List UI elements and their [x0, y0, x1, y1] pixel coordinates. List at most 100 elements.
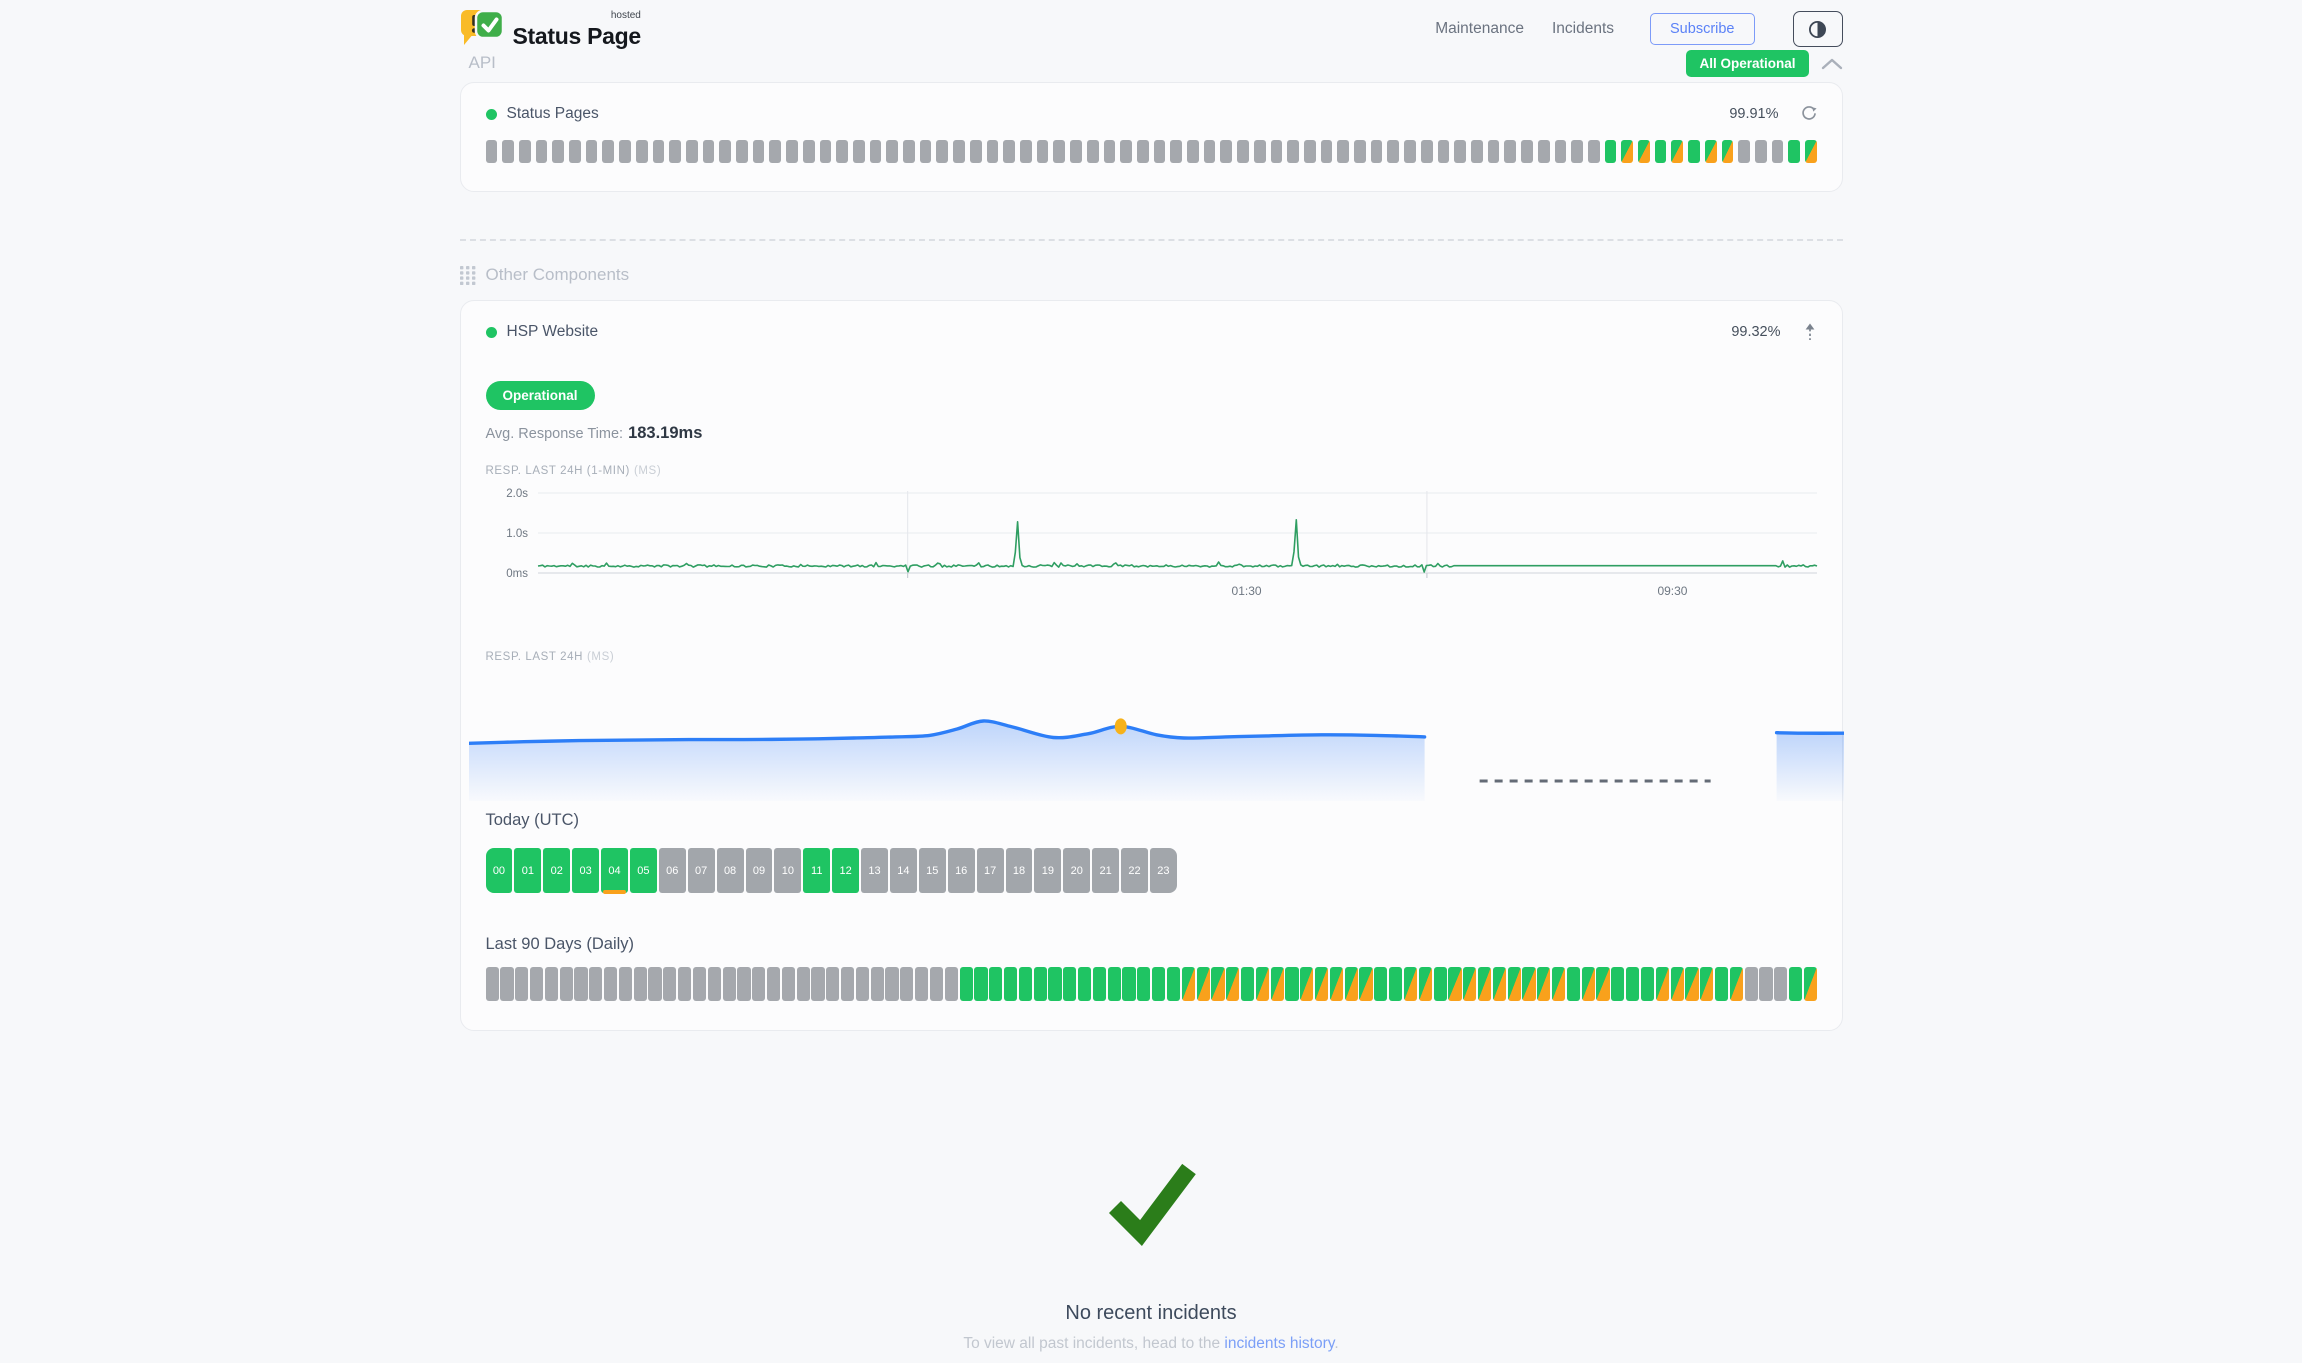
uptime-bar[interactable]	[485, 140, 498, 163]
daily-uptime-bar[interactable]	[589, 967, 603, 1001]
daily-uptime-bar[interactable]	[766, 967, 781, 1001]
daily-uptime-bar[interactable]	[500, 967, 514, 1001]
daily-uptime-bar[interactable]	[485, 967, 499, 1001]
daily-uptime-bar[interactable]	[1122, 967, 1136, 1001]
daily-uptime-bar[interactable]	[618, 967, 633, 1001]
uptime-bar[interactable]	[1504, 140, 1517, 163]
uptime-bar[interactable]	[702, 140, 715, 163]
daily-uptime-bar[interactable]	[1507, 967, 1521, 1001]
uptime-bar[interactable]	[886, 140, 899, 163]
daily-uptime-bar[interactable]	[544, 967, 558, 1001]
daily-uptime-bar[interactable]	[826, 967, 840, 1001]
incidents-history-link[interactable]: incidents history	[1224, 1335, 1335, 1352]
daily-uptime-bar[interactable]	[1315, 967, 1329, 1001]
uptime-bar[interactable]	[1220, 140, 1233, 163]
uptime-bar[interactable]	[986, 140, 999, 163]
uptime-bar[interactable]	[635, 140, 648, 163]
daily-uptime-bar[interactable]	[989, 967, 1003, 1001]
uptime-bar[interactable]	[1303, 140, 1316, 163]
uptime-bar[interactable]	[1571, 140, 1583, 163]
daily-uptime-bar[interactable]	[1137, 967, 1151, 1001]
daily-uptime-bar[interactable]	[1285, 967, 1299, 1001]
uptime-bar[interactable]	[1470, 140, 1483, 163]
uptime-bar[interactable]	[1554, 140, 1567, 163]
uptime-bar[interactable]	[1337, 140, 1350, 163]
daily-uptime-bar[interactable]	[959, 967, 973, 1001]
uptime-bar[interactable]	[1287, 140, 1299, 163]
hour-box-05[interactable]: 05	[629, 848, 657, 893]
daily-uptime-bar[interactable]	[1107, 967, 1121, 1001]
hour-box-23[interactable]: 23	[1149, 848, 1177, 893]
daily-uptime-bar[interactable]	[1626, 967, 1640, 1001]
daily-uptime-bar[interactable]	[1092, 967, 1107, 1001]
uptime-bar[interactable]	[1671, 140, 1684, 163]
daily-uptime-bar[interactable]	[1181, 967, 1195, 1001]
daily-uptime-bar[interactable]	[1492, 967, 1506, 1001]
uptime-bar[interactable]	[1604, 140, 1617, 163]
daily-uptime-bar[interactable]	[1774, 967, 1788, 1001]
uptime-bar[interactable]	[1587, 140, 1600, 163]
uptime-bar[interactable]	[1621, 140, 1634, 163]
uptime-bar[interactable]	[1120, 140, 1132, 163]
uptime-bar[interactable]	[1404, 140, 1416, 163]
hour-box-00[interactable]: 00	[485, 848, 513, 893]
daily-uptime-bar[interactable]	[1270, 967, 1284, 1001]
daily-uptime-bar[interactable]	[915, 967, 929, 1001]
hour-box-21[interactable]: 21	[1092, 848, 1120, 893]
daily-uptime-bar[interactable]	[1433, 967, 1447, 1001]
nav-incidents[interactable]: Incidents	[1551, 20, 1615, 37]
hour-box-13[interactable]: 13	[861, 848, 888, 893]
daily-uptime-bar[interactable]	[1240, 967, 1255, 1001]
daily-uptime-bar[interactable]	[1537, 967, 1551, 1001]
daily-uptime-bar[interactable]	[1078, 967, 1092, 1001]
daily-uptime-bar[interactable]	[1196, 967, 1210, 1001]
daily-uptime-bar[interactable]	[515, 967, 529, 1001]
hour-box-04[interactable]: 04	[601, 848, 628, 894]
daily-uptime-bar[interactable]	[1329, 967, 1344, 1001]
uptime-bar[interactable]	[1086, 140, 1099, 163]
daily-uptime-bar[interactable]	[1418, 967, 1432, 1001]
uptime-bar[interactable]	[602, 140, 615, 163]
daily-uptime-bar[interactable]	[1403, 967, 1418, 1001]
hour-box-15[interactable]: 15	[918, 848, 946, 893]
uptime-bar[interactable]	[1003, 140, 1015, 163]
uptime-bar[interactable]	[869, 140, 882, 163]
uptime-bar[interactable]	[1320, 140, 1333, 163]
theme-toggle-button[interactable]	[1792, 11, 1843, 47]
uptime-bar[interactable]	[1805, 140, 1817, 163]
daily-uptime-bar[interactable]	[1700, 967, 1714, 1001]
daily-uptime-bar[interactable]	[781, 967, 795, 1001]
hour-box-14[interactable]: 14	[889, 848, 917, 893]
daily-uptime-bar[interactable]	[1226, 967, 1240, 1001]
daily-uptime-bar[interactable]	[1359, 967, 1373, 1001]
daily-uptime-bar[interactable]	[1552, 967, 1566, 1001]
uptime-bar[interactable]	[752, 140, 765, 163]
daily-uptime-bar[interactable]	[944, 967, 958, 1001]
daily-uptime-bar[interactable]	[1611, 967, 1625, 1001]
uptime-bar[interactable]	[1170, 140, 1183, 163]
daily-uptime-bar[interactable]	[1018, 967, 1032, 1001]
daily-uptime-bar[interactable]	[855, 967, 870, 1001]
uptime-bar[interactable]	[719, 140, 732, 163]
hour-box-08[interactable]: 08	[716, 848, 744, 893]
daily-uptime-bar[interactable]	[648, 967, 662, 1001]
daily-uptime-bar[interactable]	[1152, 967, 1166, 1001]
daily-uptime-bar[interactable]	[885, 967, 899, 1001]
uptime-bar[interactable]	[652, 140, 665, 163]
daily-uptime-bar[interactable]	[692, 967, 707, 1001]
uptime-bar[interactable]	[1754, 140, 1767, 163]
hour-box-02[interactable]: 02	[543, 848, 571, 893]
daily-uptime-bar[interactable]	[1048, 967, 1062, 1001]
daily-uptime-bar[interactable]	[1003, 967, 1018, 1001]
uptime-bar[interactable]	[585, 140, 598, 163]
hour-box-18[interactable]: 18	[1005, 848, 1033, 893]
hour-box-19[interactable]: 19	[1034, 848, 1062, 893]
daily-uptime-bar[interactable]	[1477, 967, 1492, 1001]
uptime-bar[interactable]	[1387, 140, 1400, 163]
daily-uptime-bar[interactable]	[1448, 967, 1462, 1001]
daily-uptime-bar[interactable]	[633, 967, 647, 1001]
uptime-bar[interactable]	[852, 140, 865, 163]
daily-uptime-bar[interactable]	[1063, 967, 1077, 1001]
uptime-bar[interactable]	[1638, 140, 1650, 163]
refresh-button[interactable]	[1801, 106, 1817, 122]
